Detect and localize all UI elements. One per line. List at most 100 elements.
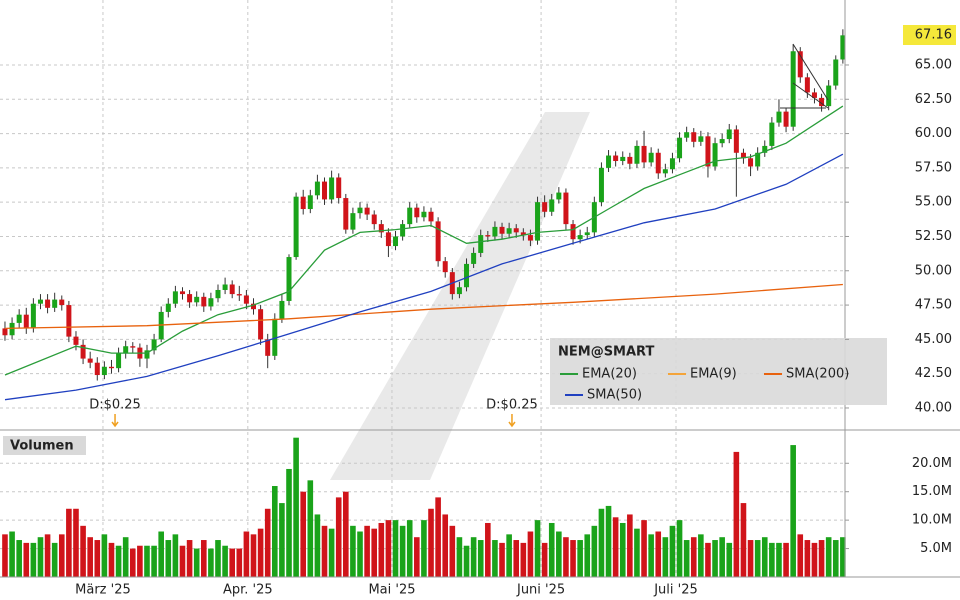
volume-bar: [257, 528, 264, 577]
pattern-line: [792, 43, 829, 101]
volume-bar: [392, 520, 399, 577]
candle-body: [776, 111, 782, 123]
candle-body: [804, 77, 810, 93]
candle-body: [80, 344, 86, 359]
volume-bar: [108, 542, 115, 577]
volume-bar: [378, 522, 385, 577]
candle-body: [272, 318, 278, 356]
volume-bar: [144, 545, 150, 577]
candle-body: [485, 235, 491, 237]
candle-body: [407, 207, 413, 225]
candle-body: [322, 181, 328, 200]
y-tick-label: 65.00: [915, 57, 952, 72]
candle-body: [570, 224, 576, 240]
legend-entry: SMA(200): [786, 367, 849, 382]
volume-bar: [151, 545, 157, 577]
candle-body: [549, 199, 555, 212]
y-tick-label: 45.00: [915, 332, 952, 347]
volume-bar: [385, 520, 392, 577]
volume-bar: [165, 540, 172, 577]
volume-bar: [66, 508, 72, 577]
indicator-line: [4, 153, 844, 401]
candle-body: [215, 289, 221, 299]
volume-bar: [698, 534, 704, 577]
volume-bar: [776, 542, 782, 577]
volume-bar: [492, 540, 498, 577]
candle-body: [620, 156, 626, 162]
candle-body: [428, 211, 434, 222]
candle-body: [442, 261, 448, 273]
dividend-label: D:$0.25: [89, 398, 141, 413]
y-tick-label: 40.00: [915, 400, 952, 415]
candle-body: [542, 202, 548, 212]
candle-body: [151, 339, 157, 351]
volume-bar: [449, 525, 456, 577]
volume-bar: [541, 542, 548, 577]
x-tick-label: Juni '25: [516, 583, 565, 598]
volume-tick-label: 15.0M: [912, 484, 952, 499]
volume-title: Volumen: [10, 439, 74, 454]
volume-bar: [513, 540, 520, 577]
volume-bar: [705, 542, 711, 577]
candle-body: [819, 97, 825, 107]
candle-body: [811, 92, 817, 98]
volume-bar: [506, 534, 512, 577]
volume-bar: [343, 491, 349, 577]
candle-body: [172, 291, 178, 304]
y-tick-label: 55.00: [915, 195, 952, 210]
y-tick-label: 62.50: [915, 92, 952, 107]
volume-bar: [321, 525, 328, 577]
grid-layer: [0, 0, 845, 577]
volume-bar: [371, 528, 378, 577]
candle-body: [16, 314, 22, 323]
volume-bar: [435, 497, 441, 577]
candle-body: [684, 132, 690, 138]
volume-bar: [832, 540, 839, 577]
legend-box: [550, 338, 887, 405]
candle-body: [314, 181, 320, 196]
candle-body: [364, 207, 370, 215]
volume-bar: [293, 437, 299, 577]
candle-body: [797, 51, 803, 78]
y-tick-label: 50.00: [915, 263, 952, 278]
y-tick-label: 60.00: [915, 126, 952, 141]
volume-bar: [641, 520, 647, 577]
volume-bar: [612, 517, 619, 577]
volume-bar: [222, 545, 228, 577]
volume-bar: [179, 545, 186, 577]
candle-body: [790, 51, 796, 127]
candle-body: [421, 211, 427, 218]
candle-body: [726, 129, 732, 140]
candle-body: [357, 207, 363, 214]
candle-body: [336, 177, 342, 199]
volume-bar: [456, 537, 463, 577]
volume-bar: [811, 542, 818, 577]
volume-bar: [314, 514, 321, 577]
volume-bar: [655, 531, 662, 577]
volume-bar: [577, 540, 583, 577]
volume-bar: [769, 542, 775, 577]
volume-bar: [499, 542, 505, 577]
candle-body: [613, 155, 619, 162]
volume-bar: [87, 537, 93, 577]
volume-bar: [229, 548, 235, 577]
candle-body: [563, 192, 569, 225]
volume-bar: [73, 508, 79, 577]
volume-bar: [719, 537, 725, 577]
candle-body: [414, 207, 420, 218]
volume-bar: [470, 537, 477, 577]
volume-bar: [16, 540, 22, 577]
y-tick-label: 52.50: [915, 229, 952, 244]
candle-body: [762, 145, 768, 153]
volume-bar: [279, 503, 285, 577]
x-tick-label: Apr. '25: [223, 583, 273, 598]
candle-body: [755, 152, 761, 167]
candle-body: [144, 350, 150, 359]
candle-body: [94, 362, 100, 376]
volume-bar: [129, 548, 136, 577]
candle-body: [307, 195, 313, 210]
candle-body: [719, 139, 725, 144]
volume-bar: [115, 545, 122, 577]
volume-bar: [754, 540, 761, 577]
